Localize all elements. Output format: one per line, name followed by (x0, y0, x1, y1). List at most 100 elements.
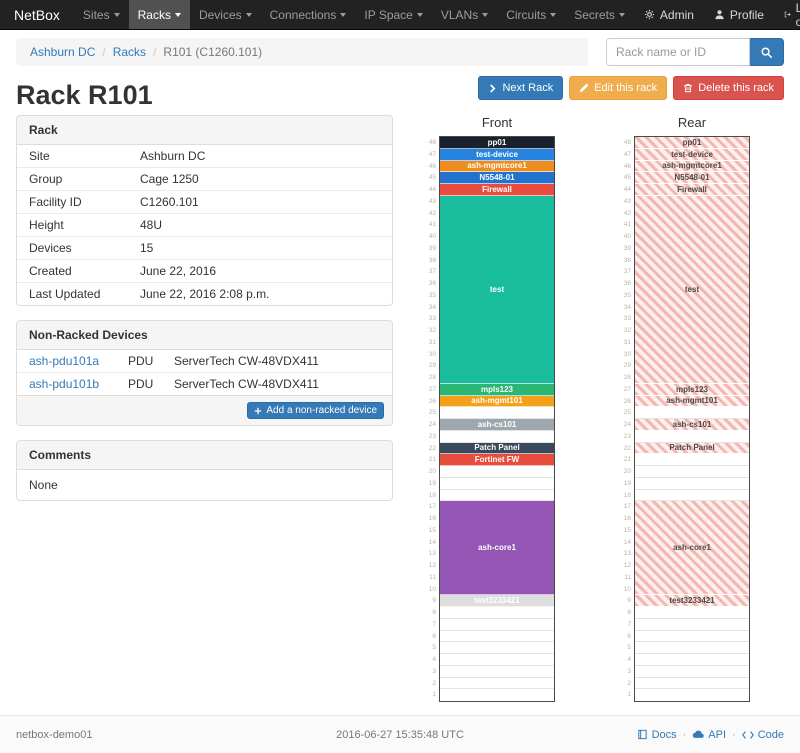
device-name-link[interactable]: ash-pdu101a (29, 354, 100, 368)
pencil-icon (580, 83, 589, 93)
unit-number: 34 (623, 303, 631, 311)
rack-device-ash-core1[interactable]: ash-core1 (440, 501, 554, 596)
rack-attr-row-group: Group Cage 1250 (17, 167, 392, 190)
rack-device-ash-mgmt101[interactable]: ash-mgmt101 (635, 395, 749, 408)
rack-device-test3233421[interactable]: test3233421 (440, 595, 554, 607)
delete-rack-button[interactable]: Delete this rack (673, 76, 784, 100)
rack-device-ash-cs101[interactable]: ash-cs101 (440, 419, 554, 431)
attr-value[interactable]: 15 (140, 241, 154, 255)
unit-number: 31 (428, 338, 436, 346)
profile-link[interactable]: Profile (704, 0, 774, 29)
nav-item-label: VLANs (440, 7, 479, 22)
unit-number: 3 (627, 667, 631, 675)
unit-number: 34 (428, 303, 436, 311)
unit-number: 15 (623, 526, 631, 534)
unit-number: 1 (627, 691, 631, 699)
nav-item-connections[interactable]: Connections (261, 0, 356, 29)
rack-device-patch-panel[interactable]: Patch Panel (440, 442, 554, 455)
unit-number: 12 (428, 562, 436, 569)
unit-number: 43 (623, 197, 631, 205)
unit-number: 8 (432, 609, 436, 616)
nav-item-racks[interactable]: Racks (128, 0, 190, 29)
unit-number: 47 (623, 150, 631, 158)
unit-number: 39 (623, 244, 631, 252)
rack-device-firewall[interactable]: Firewall (635, 184, 749, 196)
rack-device-test-device[interactable]: test-device (440, 148, 554, 161)
breadcrumb-racks[interactable]: Racks (112, 45, 147, 59)
rack-unit-empty (635, 430, 749, 443)
nav-item-sites[interactable]: Sites (74, 0, 129, 29)
rack-panel: Rack Site Ashburn DC Group Cage 1250 Facilit… (16, 115, 393, 306)
non-racked-rows: ash-pdu101a PDU ServerTech CW-48VDX411 ash-… (17, 350, 392, 395)
rack-device-mpls123[interactable]: mpls123 (635, 383, 749, 396)
rack-device-test3233421[interactable]: test3233421 (635, 595, 749, 607)
rack-device-ash-mgmt101[interactable]: ash-mgmt101 (440, 395, 554, 408)
rack-device-test[interactable]: test (440, 195, 554, 384)
admin-link[interactable]: Admin (634, 0, 704, 29)
attr-label: Created (29, 264, 72, 278)
api-link[interactable]: API (692, 729, 726, 741)
unit-number: 45 (428, 174, 436, 182)
edit-rack-button[interactable]: Edit this rack (569, 76, 668, 100)
unit-number: 37 (623, 268, 631, 276)
unit-number: 31 (623, 338, 631, 346)
gear-icon (644, 9, 654, 20)
docs-link[interactable]: Docs (637, 729, 677, 741)
rack-device-ash-mgmtcore1[interactable]: ash-mgmtcore1 (635, 160, 749, 173)
rack-unit-empty (635, 665, 749, 678)
rack-device-ash-core1[interactable]: ash-core1 (635, 501, 749, 596)
logout-link[interactable]: Log out (774, 0, 800, 29)
rack-unit-empty (635, 654, 749, 666)
unit-number: 27 (623, 385, 631, 393)
rack-device-pp01[interactable]: pp01 (635, 137, 749, 149)
unit-number: 2 (432, 679, 436, 687)
rack-device-n5548-01[interactable]: N5548-01 (440, 172, 554, 184)
rack-attr-row-height: Height 48U (17, 213, 392, 236)
page-title: Rack R101 (16, 80, 153, 110)
rack-device-ash-mgmtcore1[interactable]: ash-mgmtcore1 (440, 160, 554, 173)
rack-device-fortinet-fw[interactable]: Fortinet FW (440, 454, 554, 466)
top-navbar: NetBox Sites Racks Devices Connections IP Sp… (0, 0, 800, 30)
unit-number: 32 (623, 327, 631, 334)
unit-number: 4 (432, 656, 436, 663)
search-input[interactable] (606, 38, 750, 66)
nav-item-vlans[interactable]: VLANs (432, 0, 497, 29)
attr-value[interactable]: Ashburn DC (140, 149, 206, 163)
unit-number: 13 (428, 550, 436, 558)
device-model: ServerTech CW-48VDX411 (174, 354, 319, 368)
breadcrumb-site[interactable]: Ashburn DC (30, 45, 96, 59)
rack-unit-empty (635, 489, 749, 502)
rack-rear-units: pp01 test-device ash-mgmtcore1 N5548-01 Fire… (634, 136, 750, 702)
unit-number: 48 (428, 139, 436, 146)
nav-item-secrets[interactable]: Secrets (565, 0, 634, 29)
rack-front-elevation: Front 48 47 46 45 44 43 42 41 40 39 38 37 36 35 34 33 32… (427, 115, 555, 702)
rack-device-patch-panel[interactable]: Patch Panel (635, 442, 749, 455)
attr-value: June 22, 2016 (140, 264, 217, 278)
device-name-link[interactable]: ash-pdu101b (29, 377, 100, 391)
unit-number: 28 (428, 374, 436, 381)
rack-device-ash-cs101[interactable]: ash-cs101 (635, 419, 749, 431)
rack-device-firewall[interactable]: Firewall (440, 184, 554, 196)
attr-value[interactable]: Cage 1250 (140, 172, 199, 186)
rack-device-test[interactable]: test (635, 195, 749, 384)
unit-number: 40 (623, 233, 631, 240)
rack-device-mpls123[interactable]: mpls123 (440, 383, 554, 396)
next-rack-button[interactable]: Next Rack (478, 76, 564, 100)
nav-item-ip-space[interactable]: IP Space (355, 0, 431, 29)
unit-number: 16 (623, 515, 631, 522)
nav-item-devices[interactable]: Devices (190, 0, 261, 29)
code-link[interactable]: Code (741, 729, 784, 741)
app-brand[interactable]: NetBox (14, 6, 60, 23)
search-button[interactable] (750, 38, 784, 66)
unit-number: 11 (624, 573, 631, 581)
footer-separator: · (682, 728, 687, 741)
rack-device-pp01[interactable]: pp01 (440, 137, 554, 149)
breadcrumb: Ashburn DC / Racks / R101 (C1260.101) (16, 38, 588, 66)
nav-item-label: Connections (269, 7, 337, 22)
nav-item-circuits[interactable]: Circuits (497, 0, 565, 29)
attr-label: Facility ID (29, 195, 82, 209)
rack-device-test-device[interactable]: test-device (635, 148, 749, 161)
add-non-racked-button[interactable]: Add a non-racked device (247, 402, 384, 419)
comments-body: None (29, 478, 58, 492)
rack-device-n5548-01[interactable]: N5548-01 (635, 172, 749, 184)
